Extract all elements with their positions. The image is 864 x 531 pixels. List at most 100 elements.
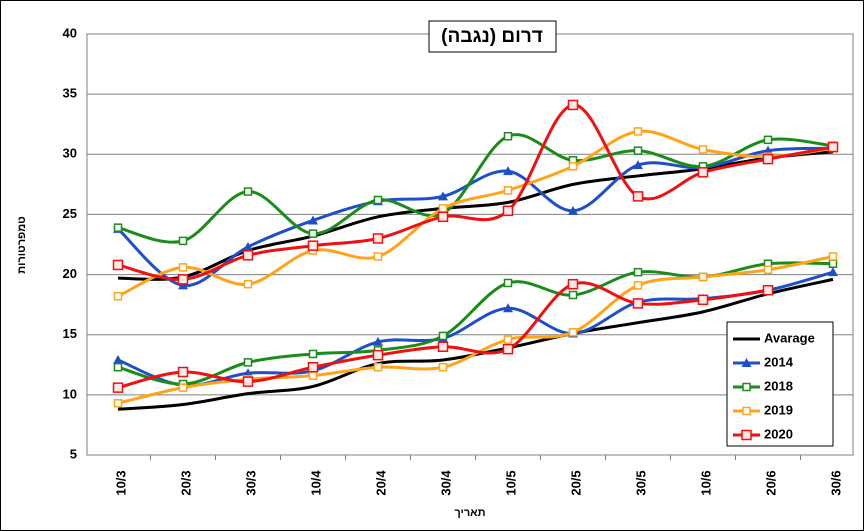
marker (741, 358, 752, 367)
marker (243, 358, 253, 367)
marker (438, 331, 448, 341)
marker (243, 279, 253, 289)
marker (177, 366, 189, 378)
marker (438, 191, 448, 201)
x-tick-label: 20/6 (763, 470, 778, 495)
x-tick-label: 20/5 (568, 470, 583, 495)
marker (113, 223, 123, 232)
marker (308, 215, 318, 225)
marker (828, 259, 838, 268)
marker (242, 250, 254, 261)
x-tick-label: 10/3 (113, 470, 128, 495)
marker (113, 291, 123, 301)
marker (373, 252, 383, 261)
y-tick-label: 40 (63, 25, 77, 40)
marker (632, 298, 644, 309)
x-tick-label: 30/3 (243, 470, 258, 495)
y-tick-label: 30 (63, 146, 77, 161)
x-tick-label: 30/4 (438, 470, 453, 496)
marker (438, 362, 448, 372)
marker (568, 205, 578, 215)
marker (373, 336, 383, 346)
marker (828, 267, 838, 277)
marker (762, 153, 774, 165)
marker (698, 272, 708, 282)
marker (567, 99, 579, 111)
marker (308, 371, 318, 380)
marker (242, 376, 254, 387)
marker (437, 341, 449, 352)
marker (503, 131, 513, 141)
marker (243, 187, 253, 196)
chart-title: דרום (נגבה) (441, 26, 543, 47)
x-tick-label: 20/3 (178, 470, 193, 495)
marker (503, 335, 513, 344)
marker (827, 141, 839, 153)
marker (568, 328, 578, 337)
marker (502, 205, 514, 217)
marker (632, 191, 644, 202)
marker (568, 290, 578, 300)
marker (307, 361, 319, 373)
legend-label: 2018 (764, 378, 793, 393)
marker (373, 362, 383, 372)
y-tick-label: 5 (70, 446, 77, 461)
marker (372, 233, 384, 244)
y-tick-label: 25 (63, 206, 77, 221)
marker (763, 265, 773, 275)
marker (763, 135, 773, 145)
marker (741, 429, 752, 441)
x-tick-label: 30/5 (633, 470, 648, 495)
marker (698, 145, 708, 154)
marker (112, 259, 124, 271)
x-tick-label: 10/6 (698, 470, 713, 495)
series-line (117, 129, 834, 298)
marker (503, 186, 513, 195)
marker (113, 354, 123, 364)
x-tick-label: 10/5 (503, 470, 518, 495)
y-tick-label: 20 (63, 266, 77, 281)
plot-area (86, 33, 854, 456)
marker (633, 127, 643, 136)
marker (633, 267, 643, 277)
title-box (428, 20, 557, 53)
marker (568, 162, 578, 171)
y-tick-label: 15 (63, 326, 77, 341)
marker (178, 263, 188, 272)
marker (373, 195, 383, 205)
y-tick-label: 35 (63, 86, 77, 101)
marker (307, 240, 319, 251)
legend-label: 2014 (764, 354, 794, 369)
x-tick-label: 20/4 (373, 470, 388, 496)
marker (308, 349, 318, 359)
marker (633, 146, 643, 155)
marker (113, 399, 123, 408)
marker (697, 294, 709, 306)
legend-label: 2019 (764, 402, 793, 417)
marker (177, 274, 189, 285)
marker (438, 204, 448, 213)
marker (178, 383, 188, 392)
marker (828, 252, 838, 261)
legend-label: 2020 (764, 426, 793, 441)
marker (742, 406, 751, 416)
marker (697, 167, 709, 178)
y-tick-label: 10 (63, 386, 77, 401)
marker (503, 303, 513, 313)
x-tick-label: 30/6 (828, 470, 843, 495)
marker (308, 229, 318, 238)
marker (502, 343, 514, 355)
marker (633, 160, 643, 170)
marker (372, 349, 384, 361)
x-axis-label: תאריך (454, 507, 485, 519)
marker (178, 236, 188, 246)
marker (243, 368, 253, 378)
marker (742, 382, 751, 392)
marker (503, 278, 513, 288)
marker (437, 211, 449, 223)
marker (243, 241, 253, 251)
marker (503, 166, 513, 176)
marker (763, 145, 773, 155)
legend-label: Avarage (764, 330, 815, 345)
